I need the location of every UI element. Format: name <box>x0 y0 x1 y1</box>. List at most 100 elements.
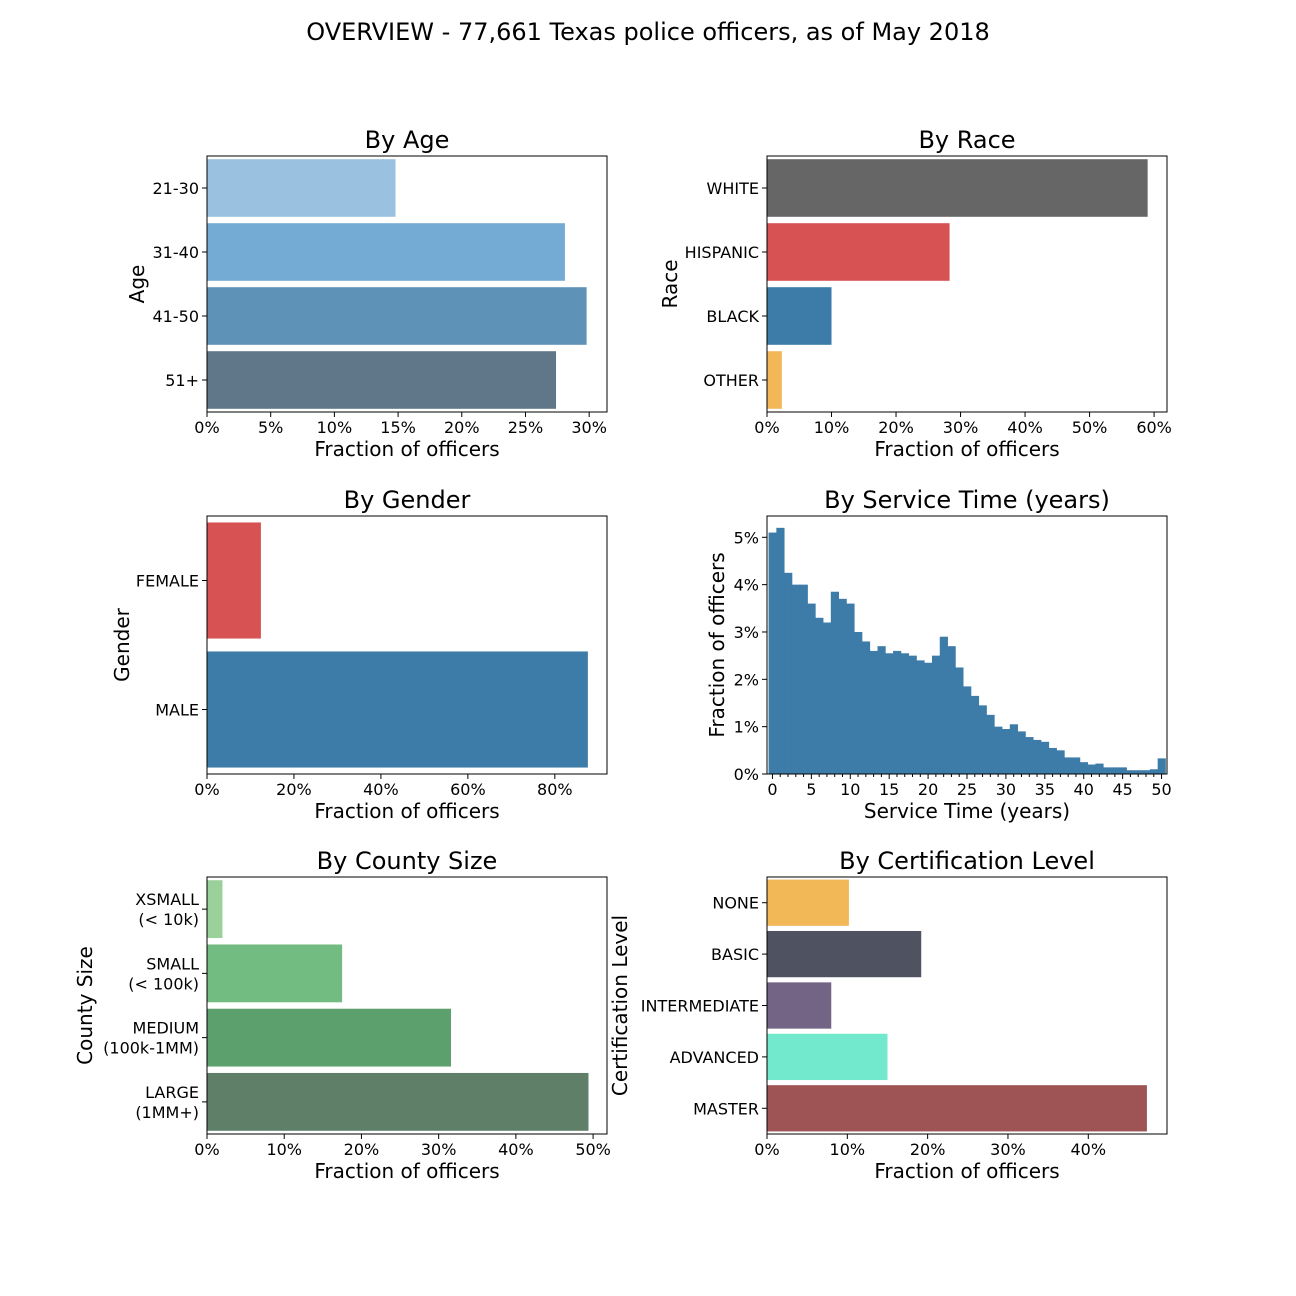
x-tick-label: 60% <box>450 780 486 799</box>
y-tick-label: WHITE <box>707 179 759 198</box>
y-tick-label: HISPANIC <box>685 243 759 262</box>
histogram-bar <box>846 603 855 774</box>
histogram-bar <box>854 631 863 774</box>
chart-age: By Age 21-30 31-40 41-50 51+ 0% 5% 10% 15% 20% 25%… <box>125 126 608 461</box>
x-tick-label: 10 <box>840 780 860 799</box>
histogram-bar <box>823 622 832 774</box>
histogram-bar <box>970 695 980 774</box>
histogram-bar <box>1064 757 1073 774</box>
y-tick-label: SMALL <box>146 954 199 973</box>
x-tick-label: 30 <box>996 780 1016 799</box>
plot-frame <box>206 515 608 775</box>
histogram-bar <box>916 660 925 774</box>
x-tick-label: 20% <box>910 1140 946 1159</box>
y-axis-label: Gender <box>110 607 134 681</box>
x-tick-label: 0% <box>754 1140 779 1159</box>
histogram-bar <box>768 532 777 774</box>
histogram-bar <box>939 636 948 774</box>
histogram-bar <box>830 591 839 774</box>
histogram-bar <box>1095 763 1104 774</box>
x-tick-label: 25 <box>957 780 977 799</box>
chart-gender: By Gender FEMALE MALE 0% 20% 40% 60% 80% Fractio… <box>110 486 608 823</box>
histogram-bar <box>799 584 808 774</box>
histogram-bar <box>791 584 801 774</box>
histogram-bar <box>1009 724 1018 774</box>
histogram-bar <box>986 714 995 774</box>
bar-other <box>767 351 782 409</box>
x-tick-label: 40 <box>1074 780 1094 799</box>
x-tick-label: 40% <box>1071 1140 1107 1159</box>
histogram-bar <box>1110 767 1120 774</box>
bar-hispanic <box>767 223 950 281</box>
plot-frame <box>766 876 1168 1135</box>
histogram-bar <box>1142 770 1151 774</box>
histogram-bar <box>908 655 917 774</box>
y-tick-label: (1MM+) <box>135 1103 199 1122</box>
x-tick-label: 30% <box>943 418 979 437</box>
histogram-bar <box>1103 767 1112 774</box>
y-axis-label: County Size <box>73 946 97 1065</box>
y-tick-label: OTHER <box>703 371 759 390</box>
bar-medium <box>207 1008 452 1067</box>
figure-title: OVERVIEW - 77,661 Texas police officers,… <box>306 18 990 46</box>
x-axis-label: Fraction of officers <box>314 437 499 461</box>
x-axis-label: Fraction of officers <box>874 1159 1059 1183</box>
histogram-bar <box>963 686 972 774</box>
y-tick-label: 0% <box>734 765 759 784</box>
chart-cert: By Certification Level NONE BASIC INTERMEDI… <box>608 847 1168 1183</box>
y-axis-label: Certification Level <box>608 915 632 1096</box>
y-tick-label: LARGE <box>145 1083 199 1102</box>
chart-title: By Service Time (years) <box>824 486 1110 514</box>
bar-basic <box>767 930 922 978</box>
x-tick-label: 40% <box>498 1140 534 1159</box>
bar-41-50 <box>207 287 587 345</box>
y-tick-label: 5% <box>734 528 759 547</box>
histogram-bar <box>1040 741 1050 774</box>
histogram-bar <box>1157 758 1166 774</box>
chart-service: By Service Time (years) 0 5 10 15 20 25 30 35 40 4… <box>705 486 1172 823</box>
y-tick-label: BLACK <box>706 307 759 326</box>
bar-31-40 <box>207 223 565 281</box>
bar-female <box>207 522 261 639</box>
x-tick-label: 20 <box>918 780 938 799</box>
histogram-bar <box>776 527 785 774</box>
y-tick-label: 31-40 <box>153 243 200 262</box>
y-tick-label: 1% <box>734 718 759 737</box>
histogram-bar <box>1072 757 1081 774</box>
y-tick-label: INTERMEDIATE <box>641 997 759 1016</box>
x-tick-label: 45 <box>1112 780 1132 799</box>
x-tick-label: 40% <box>363 780 399 799</box>
bar-small <box>207 944 343 1003</box>
chart-race: By Race WHITE HISPANIC BLACK OTHER 0% 10% 20% 30… <box>658 126 1172 461</box>
y-tick-label: (< 100k) <box>128 974 199 993</box>
y-axis-label: Fraction of officers <box>705 552 729 737</box>
x-tick-label: 60% <box>1136 418 1172 437</box>
bar-black <box>767 287 832 345</box>
y-tick-label: ADVANCED <box>670 1048 759 1067</box>
histogram-bar <box>1149 769 1159 774</box>
y-tick-label: XSMALL <box>135 890 199 909</box>
y-tick-label: 21-30 <box>153 179 200 198</box>
bar-51+ <box>207 351 557 409</box>
histogram-bar <box>1048 747 1057 774</box>
x-tick-label: 35 <box>1035 780 1055 799</box>
x-axis-label: Fraction of officers <box>314 1159 499 1183</box>
histogram-bar <box>807 603 816 774</box>
bar-xsmall <box>207 880 223 939</box>
histogram-bar <box>924 662 933 774</box>
y-tick-label: 41-50 <box>153 307 200 326</box>
x-tick-label: 5 <box>806 780 816 799</box>
histogram-bar <box>861 641 871 774</box>
x-tick-label: 10% <box>830 1140 866 1159</box>
y-tick-label: 2% <box>734 670 759 689</box>
y-tick-label: MALE <box>155 701 199 720</box>
histogram-bar <box>1033 739 1042 774</box>
chart-title: By Certification Level <box>839 847 1095 875</box>
histogram-bar <box>877 646 886 774</box>
histogram-bar <box>1017 731 1026 774</box>
x-tick-label: 10% <box>814 418 850 437</box>
x-tick-label: 0% <box>194 1140 219 1159</box>
bar-advanced <box>767 1033 888 1081</box>
histogram-bar <box>900 653 910 774</box>
histogram-bar <box>815 617 824 774</box>
